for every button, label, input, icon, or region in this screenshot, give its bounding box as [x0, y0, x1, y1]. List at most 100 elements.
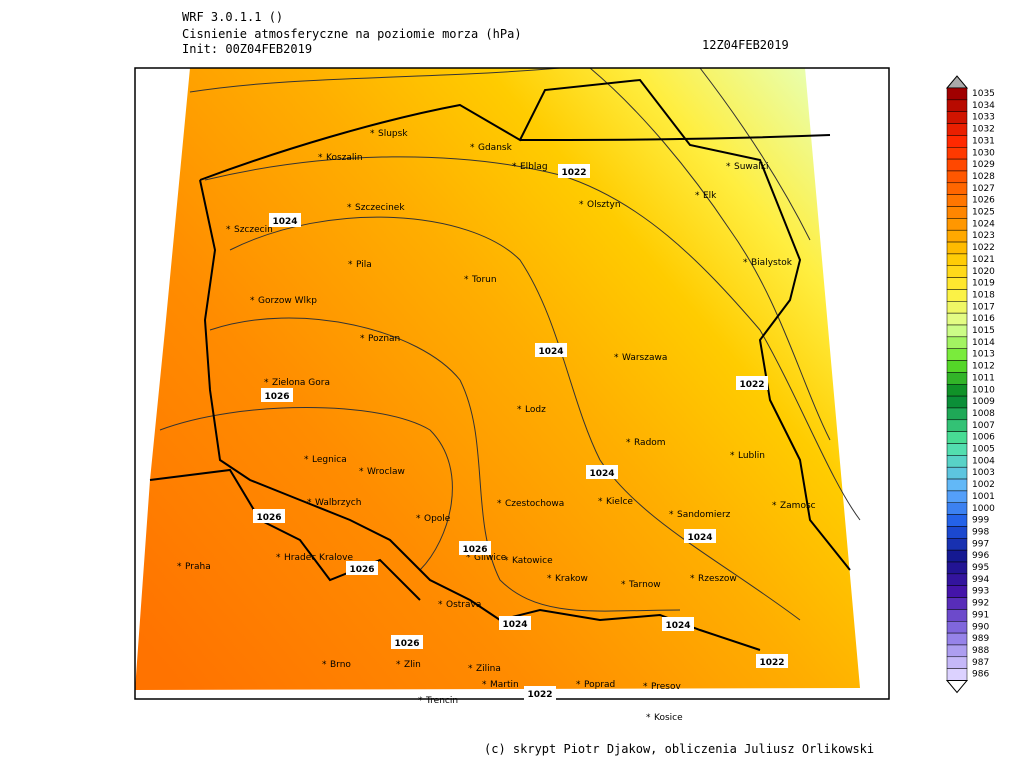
colorbar-label: 996 [972, 551, 989, 561]
city-marker: * [614, 353, 619, 363]
city-marker: * [669, 510, 674, 520]
map-area [135, 68, 861, 690]
city-marker: * [418, 696, 423, 706]
colorbar-label: 1009 [972, 397, 995, 407]
colorbar-label: 1013 [972, 350, 995, 360]
contour-label-box [499, 616, 531, 630]
colorbar-cell [946, 123, 968, 136]
colorbar-label: 1023 [972, 231, 995, 241]
colorbar-label: 1033 [972, 113, 995, 123]
city-label: Elk [703, 191, 717, 201]
colorbar-label: 1028 [972, 172, 995, 182]
contour-label: 1024 [687, 533, 712, 543]
contour-label: 1022 [759, 658, 784, 668]
contour-label: 1022 [561, 168, 586, 178]
city-label: Legnica [312, 455, 347, 465]
colorbar-cell [946, 549, 968, 563]
city-marker: * [318, 153, 323, 163]
colorbar-cell [946, 194, 968, 207]
colorbar-cell [946, 336, 968, 349]
borders [149, 78, 851, 651]
city-label: Lodz [525, 405, 546, 415]
colorbar-arrow-bottom [945, 680, 969, 694]
map-frame [134, 67, 890, 700]
colorbar-cell [946, 621, 968, 634]
city-label: Zielona Gora [272, 378, 330, 388]
colorbar-label: 1022 [972, 243, 995, 253]
city-label: Torun [471, 275, 497, 285]
colorbar-label: 988 [972, 646, 989, 656]
contour-label: 1026 [462, 545, 487, 555]
city-marker: * [579, 200, 584, 210]
city-marker: * [547, 574, 552, 584]
city-label: Kielce [606, 497, 633, 507]
city-marker: * [466, 553, 471, 563]
colorbar-label: 995 [972, 563, 989, 573]
city-label: Koszalin [326, 153, 363, 163]
city-marker: * [347, 203, 352, 213]
city-marker: * [396, 660, 401, 670]
colorbar-label: 987 [972, 658, 989, 668]
model-name: WRF 3.0.1.1 () [182, 10, 283, 24]
colorbar-cell [946, 597, 968, 610]
colorbar-label: 1027 [972, 184, 995, 194]
city-marker: * [621, 580, 626, 590]
city-label: Poznan [368, 334, 400, 344]
contour-label: 1024 [272, 217, 297, 227]
contour-label: 1022 [527, 690, 552, 700]
colorbar-label: 989 [972, 634, 989, 644]
colorbar-label: 1015 [972, 326, 995, 336]
colorbar-arrow-top [945, 75, 969, 89]
contour-label-box [524, 686, 556, 700]
colorbar-cell [946, 301, 968, 314]
colorbar-label: 1001 [972, 492, 995, 502]
city-marker: * [598, 497, 603, 507]
city-marker: * [438, 600, 443, 610]
colorbar-cell [946, 609, 968, 622]
city-marker: * [626, 438, 631, 448]
contour-label-box [459, 541, 491, 555]
city-label: Suwalki [734, 162, 769, 172]
colorbar-label: 994 [972, 575, 989, 585]
city-marker: * [743, 258, 748, 268]
contour-label-box [558, 164, 590, 178]
colorbar-label: 1003 [972, 468, 995, 478]
city-marker: * [304, 455, 309, 465]
colorbar-cell [946, 182, 968, 195]
city-marker: * [690, 574, 695, 584]
colorbar-cell [946, 241, 968, 255]
contour-label: 1026 [394, 639, 419, 649]
colorbar-label: 1004 [972, 456, 995, 466]
colorbar-cell [946, 407, 968, 421]
city-marker: * [482, 680, 487, 690]
map-title: Cisnienie atmosferyczne na poziomie morz… [182, 27, 522, 41]
colorbar-cell [946, 668, 968, 681]
contour-label-box [736, 376, 768, 390]
credit: (c) skrypt Piotr Djakow, obliczenia Juli… [484, 742, 874, 756]
colorbar-label: 1011 [972, 373, 995, 383]
colorbar-cell [946, 656, 968, 669]
colorbar-cell [946, 206, 968, 219]
city-marker: * [250, 296, 255, 306]
colorbar-cell [946, 135, 968, 148]
contour-label-box [391, 635, 423, 649]
colorbar-cell [946, 395, 968, 409]
colorbar-label: 1029 [972, 160, 995, 170]
city-label: Radom [634, 438, 666, 448]
city-marker: * [370, 129, 375, 139]
city-label: Rzeszow [698, 574, 737, 584]
colorbar-label: 990 [972, 622, 989, 632]
colorbar-label: 1005 [972, 445, 995, 455]
colorbar-label: 1007 [972, 421, 995, 431]
colorbar-label: 1006 [972, 433, 995, 443]
city-label: Brno [330, 660, 351, 670]
colorbar-cell [946, 478, 968, 492]
city-marker: * [177, 562, 182, 572]
city-label: Tarnow [628, 580, 661, 590]
colorbar-label: 1032 [972, 125, 995, 135]
colorbar-label: 1018 [972, 290, 995, 300]
city-label: Gdansk [478, 143, 513, 153]
city-label: Olsztyn [587, 200, 621, 210]
colorbar-cell [946, 644, 968, 658]
colorbar-cell [946, 466, 968, 480]
